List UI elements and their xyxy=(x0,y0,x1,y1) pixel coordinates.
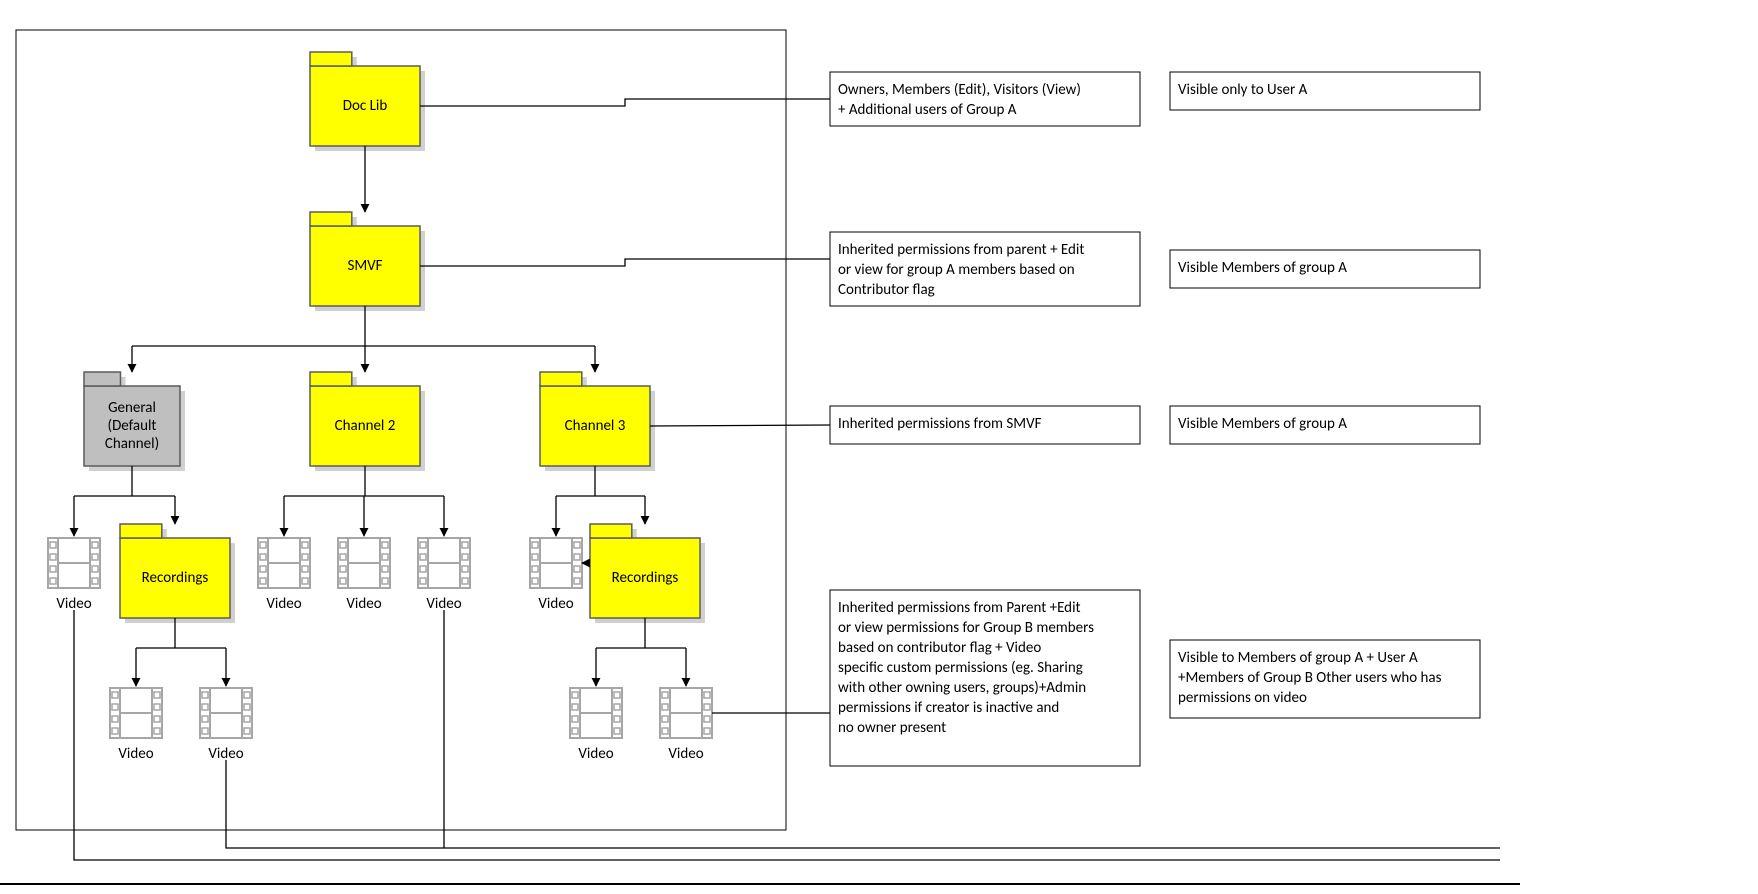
folder-doclib-label: Doc Lib xyxy=(343,97,388,115)
folder-channel2: Channel 2 xyxy=(310,372,425,471)
video-v_r2a: Video xyxy=(570,688,622,763)
folder-rec1-label: Recordings xyxy=(142,569,209,587)
perm-box-p4: Inherited permissions from Parent +Edito… xyxy=(830,590,1140,766)
video-v_r1a: Video xyxy=(110,688,162,763)
perm-box-p3-text: Inherited permissions from SMVF xyxy=(838,415,1042,433)
vis-box-v2-text: Visible Members of group A xyxy=(1178,259,1347,277)
video-v_c2a: Video xyxy=(258,538,310,613)
folder-smvf-label: SMVF xyxy=(347,257,382,275)
video-v_c2b-label: Video xyxy=(346,595,381,613)
perm-box-p3: Inherited permissions from SMVF xyxy=(830,406,1140,444)
video-v_c3: Video xyxy=(530,538,582,613)
video-v_r2b-label: Video xyxy=(668,745,703,763)
folder-channel3: Channel 3 xyxy=(540,372,655,471)
video-v_c2c: Video xyxy=(418,538,470,613)
folder-channel3-label: Channel 3 xyxy=(565,417,626,435)
folder-general-label: General(DefaultChannel) xyxy=(105,399,159,453)
folder-general: General(DefaultChannel) xyxy=(84,372,185,471)
connector xyxy=(420,99,830,106)
vis-box-v1: Visible only to User A xyxy=(1170,72,1480,110)
perm-box-p4-text: Inherited permissions from Parent +Edito… xyxy=(838,599,1094,737)
perm-box-p1: Owners, Members (Edit), Visitors (View)+… xyxy=(830,72,1140,126)
video-v_c2a-label: Video xyxy=(266,595,301,613)
folder-rec2: Recordings xyxy=(590,524,705,623)
folder-channel2-label: Channel 2 xyxy=(335,417,396,435)
folder-smvf: SMVF xyxy=(310,212,425,311)
vis-box-v2: Visible Members of group A xyxy=(1170,250,1480,288)
video-v_r1b: Video xyxy=(200,688,252,763)
perm-box-p2: Inherited permissions from parent + Edit… xyxy=(830,232,1140,306)
vis-box-v3-text: Visible Members of group A xyxy=(1178,415,1347,433)
video-v_c2b: Video xyxy=(338,538,390,613)
video-v_gen: Video xyxy=(48,538,100,613)
vis-box-v3: Visible Members of group A xyxy=(1170,406,1480,444)
vis-box-v4: Visible to Members of group A + User A+M… xyxy=(1170,640,1480,718)
video-v_r2b: Video xyxy=(660,688,712,763)
video-v_c3-label: Video xyxy=(538,595,573,613)
connector xyxy=(650,425,830,426)
connector xyxy=(420,259,830,266)
video-v_r2a-label: Video xyxy=(578,745,613,763)
video-v_r1a-label: Video xyxy=(118,745,153,763)
vis-box-v1-text: Visible only to User A xyxy=(1178,81,1308,99)
folder-rec1: Recordings xyxy=(120,524,235,623)
folder-doclib: Doc Lib xyxy=(310,52,425,151)
connector xyxy=(226,760,1500,848)
folder-rec2-label: Recordings xyxy=(612,569,679,587)
